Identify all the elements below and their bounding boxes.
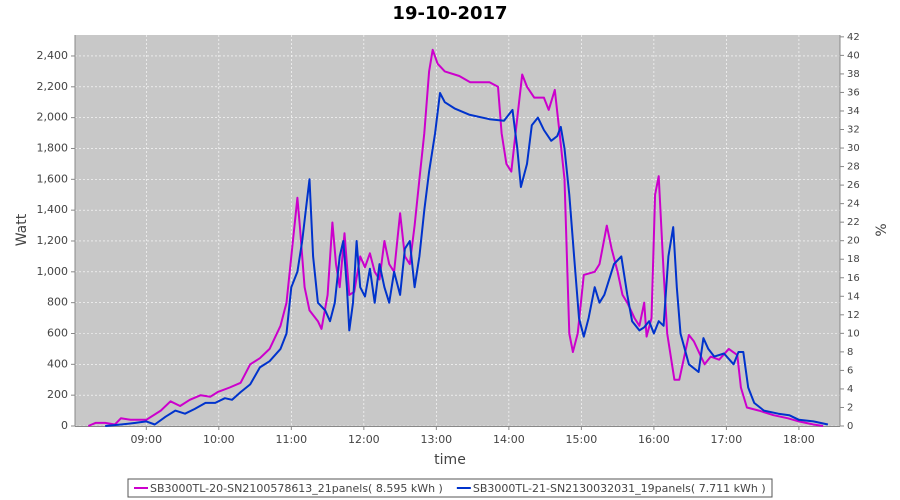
- x-tick-label: 11:00: [275, 433, 307, 446]
- y-tick-label: 1,400: [37, 203, 69, 216]
- y-tick-label: 600: [47, 326, 68, 339]
- x-tick-label: 17:00: [711, 433, 743, 446]
- y2-tick-label: 0: [847, 421, 853, 432]
- legend-label: SB3000TL-21-SN2130032031_19panels( 7.711…: [473, 482, 766, 495]
- y2-axis-label: %: [874, 223, 890, 236]
- y2-tick-label: 8: [847, 347, 853, 358]
- plot-area: [75, 35, 840, 426]
- x-tick-label: 13:00: [420, 433, 452, 446]
- y2-tick-label: 10: [847, 328, 860, 339]
- y-tick-label: 1,600: [37, 172, 69, 185]
- y-axis-label: Watt: [14, 213, 30, 246]
- y2-tick-label: 2: [847, 402, 853, 413]
- y-tick-label: 400: [47, 357, 68, 370]
- y2-tick-label: 16: [847, 273, 860, 284]
- y2-tick-label: 4: [847, 384, 853, 395]
- y2-tick-label: 40: [847, 50, 860, 61]
- legend-label: SB3000TL-20-SN2100578613_21panels( 8.595…: [150, 482, 443, 495]
- y2-tick-label: 28: [847, 162, 860, 173]
- y2-tick-label: 32: [847, 125, 860, 136]
- y2-tick-label: 6: [847, 365, 853, 376]
- y2-tick-label: 20: [847, 236, 860, 247]
- y2-tick-label: 30: [847, 143, 860, 154]
- x-tick-label: 15:00: [566, 433, 598, 446]
- y2-tick-label: 36: [847, 87, 860, 98]
- y-tick-label: 2,000: [37, 111, 69, 124]
- y2-tick-label: 22: [847, 217, 860, 228]
- y2-tick-label: 42: [847, 32, 860, 43]
- legend: [127, 478, 773, 498]
- y2-tick-label: 24: [847, 199, 860, 210]
- x-axis-label: time: [434, 452, 466, 468]
- chart-title: 19-10-2017: [392, 3, 507, 24]
- y-tick-label: 1,000: [37, 265, 69, 278]
- x-tick-label: 10:00: [203, 433, 235, 446]
- y-tick-label: 2,200: [37, 80, 69, 93]
- y-tick-label: 1,200: [37, 234, 69, 247]
- y2-tick-label: 26: [847, 180, 860, 191]
- series-line: [105, 92, 829, 427]
- y-tick-label: 2,400: [37, 49, 69, 62]
- x-tick-label: 12:00: [348, 433, 380, 446]
- x-tick-label: 18:00: [783, 433, 815, 446]
- y2-tick-label: 34: [847, 106, 860, 117]
- y2-tick-label: 12: [847, 310, 860, 321]
- y2-tick-label: 14: [847, 291, 860, 302]
- y-tick-label: 1,800: [37, 141, 69, 154]
- y-tick-label: 200: [47, 388, 68, 401]
- y2-tick-label: 38: [847, 69, 860, 80]
- x-tick-label: 09:00: [130, 433, 162, 446]
- y-tick-label: 0: [61, 419, 68, 432]
- y-tick-label: 800: [47, 296, 68, 309]
- x-tick-label: 14:00: [493, 433, 525, 446]
- x-tick-label: 16:00: [638, 433, 670, 446]
- y2-tick-label: 18: [847, 254, 860, 265]
